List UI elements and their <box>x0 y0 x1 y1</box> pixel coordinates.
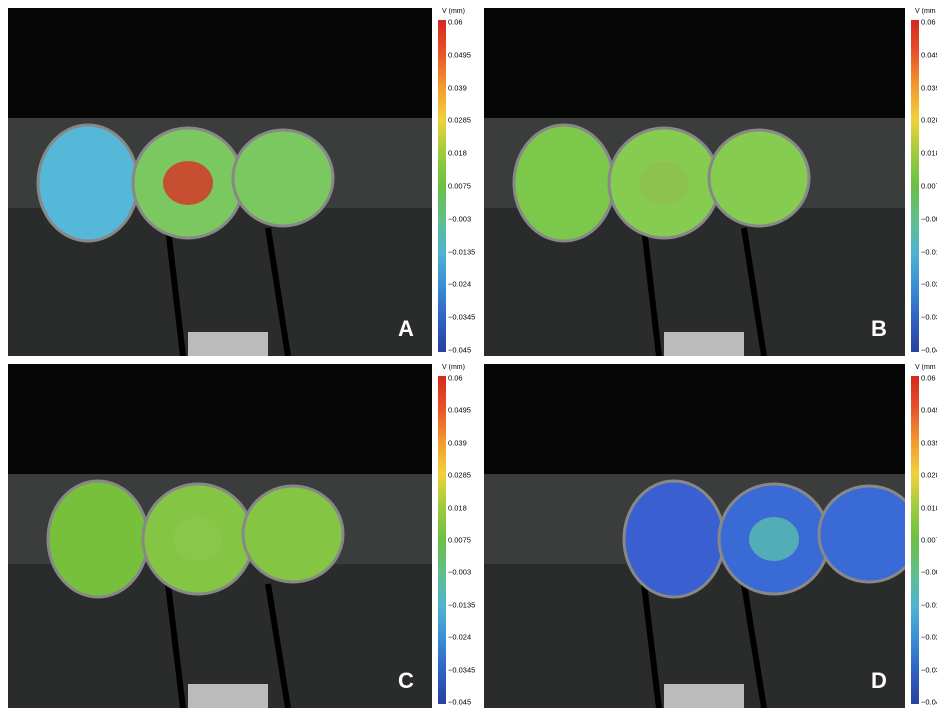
color-scale: V (mm 0.06 0.049 0.039 0.028 0.018 0.007 −0.00 −… <box>905 8 937 356</box>
photo-shape <box>664 684 744 708</box>
photo-shape <box>514 125 614 241</box>
scale-tick-label: 0.018 <box>921 503 937 512</box>
scale-tick-label: 0.0285 <box>448 116 471 125</box>
scale-title: V (mm) <box>442 8 465 15</box>
photo-shape <box>749 517 799 561</box>
scale-tick-label: −0.0345 <box>448 665 475 674</box>
photo-shape <box>639 161 689 205</box>
photo <box>8 8 432 356</box>
scale-tick-label: −0.01 <box>921 600 937 609</box>
scale-tick-label: −0.0135 <box>448 600 475 609</box>
scale-tick-label: −0.03 <box>921 313 937 322</box>
photo-shape <box>163 161 213 205</box>
scale-tick-label: −0.045 <box>448 346 471 355</box>
scale-tick-label: −0.02 <box>921 280 937 289</box>
color-scale: V (mm 0.06 0.049 0.039 0.028 0.018 0.007 −0.00 −… <box>905 364 937 708</box>
scale-tick-label: −0.01 <box>921 247 937 256</box>
scale-tick-label: 0.0075 <box>448 182 471 191</box>
scale-title: V (mm <box>915 364 936 371</box>
scale-tick-label: −0.0345 <box>448 313 475 322</box>
scale-tick-label: −0.024 <box>448 633 471 642</box>
photo-shape <box>664 332 744 356</box>
photo-shape <box>819 486 905 582</box>
scale-tick-label: 0.028 <box>921 116 937 125</box>
scale-tick-label: 0.018 <box>448 149 467 158</box>
scale-tick-label: −0.0135 <box>448 247 475 256</box>
scale-tick-label: 0.018 <box>921 149 937 158</box>
panel-label: D <box>871 668 887 694</box>
photo-shape <box>188 684 268 708</box>
scale-tick-label: 0.039 <box>448 83 467 92</box>
color-scale: V (mm) 0.06 0.0495 0.039 0.0285 0.018 0.0075 −0… <box>432 8 482 356</box>
photo-shape <box>173 517 223 561</box>
scale-tick-label: −0.02 <box>921 633 937 642</box>
scale-tick-label: −0.00 <box>921 568 937 577</box>
scale-title: V (mm) <box>442 364 465 371</box>
scale-tick-label: 0.007 <box>921 536 937 545</box>
color-scale: V (mm) 0.06 0.0495 0.039 0.0285 0.018 0.0075 −0… <box>432 364 482 708</box>
panel: V (mm 0.06 0.049 0.039 0.028 0.018 0.007 −0.00 −… <box>484 8 937 356</box>
photo-shape <box>38 125 138 241</box>
scale-title: V (mm <box>915 8 936 15</box>
scale-tick-label: 0.06 <box>921 374 936 383</box>
scale-bar <box>911 376 919 704</box>
scale-tick-label: −0.03 <box>921 665 937 674</box>
photo <box>8 364 432 708</box>
scale-tick-label: −0.024 <box>448 280 471 289</box>
photo-shape <box>709 130 809 226</box>
photo-shape <box>233 130 333 226</box>
panel: V (mm) 0.06 0.0495 0.039 0.0285 0.018 0.0075 −0… <box>8 8 482 356</box>
scale-tick-label: −0.003 <box>448 568 471 577</box>
scale-tick-label: 0.0495 <box>448 50 471 59</box>
scale-tick-label: 0.06 <box>448 18 463 27</box>
scale-tick-label: −0.003 <box>448 214 471 223</box>
scale-tick-label: 0.0075 <box>448 536 471 545</box>
scale-tick-label: 0.039 <box>448 438 467 447</box>
scale-tick-label: 0.049 <box>921 406 937 415</box>
panel-label: A <box>398 316 414 342</box>
scale-bar <box>911 20 919 352</box>
scale-tick-label: −0.00 <box>921 214 937 223</box>
scale-tick-label: 0.06 <box>921 18 936 27</box>
photo <box>484 8 905 356</box>
scale-tick-label: −0.04 <box>921 346 937 355</box>
panel-label: B <box>871 316 887 342</box>
scale-tick-label: −0.045 <box>448 698 471 707</box>
figure: (() => { const data = JSON.parse(documen… <box>0 0 937 708</box>
photo-shape <box>624 481 724 597</box>
scale-tick-label: 0.06 <box>448 374 463 383</box>
panel-label: C <box>398 668 414 694</box>
scale-tick-label: 0.0285 <box>448 471 471 480</box>
panel: V (mm 0.06 0.049 0.039 0.028 0.018 0.007 −0.00 −… <box>484 364 937 708</box>
scale-tick-label: 0.049 <box>921 50 937 59</box>
photo-shape <box>243 486 343 582</box>
scale-tick-label: 0.018 <box>448 503 467 512</box>
panel: V (mm) 0.06 0.0495 0.039 0.0285 0.018 0.0075 −0… <box>8 364 482 708</box>
scale-tick-label: 0.039 <box>921 438 937 447</box>
photo <box>484 364 905 708</box>
scale-tick-label: −0.04 <box>921 698 937 707</box>
scale-tick-label: 0.007 <box>921 182 937 191</box>
scale-tick-label: 0.0495 <box>448 406 471 415</box>
scale-bar <box>438 376 446 704</box>
photo-shape <box>188 332 268 356</box>
scale-tick-label: 0.039 <box>921 83 937 92</box>
scale-bar <box>438 20 446 352</box>
photo-shape <box>48 481 148 597</box>
scale-tick-label: 0.028 <box>921 471 937 480</box>
